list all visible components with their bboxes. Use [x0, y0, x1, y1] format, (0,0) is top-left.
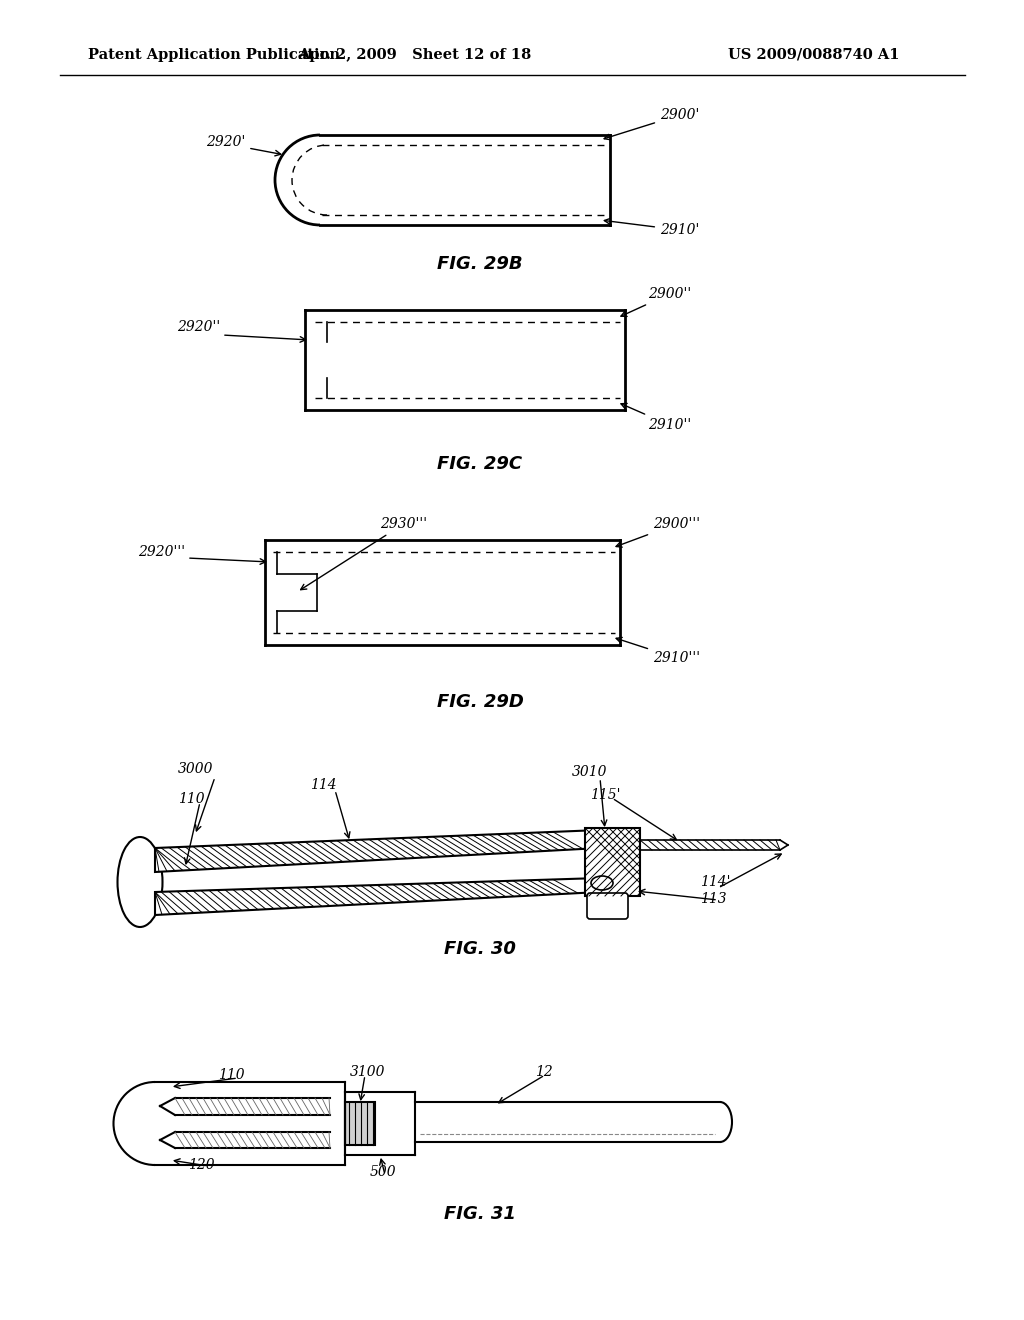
Text: 2910'': 2910'' — [621, 404, 691, 432]
Text: 2900': 2900' — [604, 108, 699, 140]
Text: FIG. 30: FIG. 30 — [444, 940, 516, 958]
Text: 2920': 2920' — [206, 135, 245, 149]
Text: 114: 114 — [310, 777, 337, 792]
Ellipse shape — [591, 876, 613, 890]
Bar — [345, 1102, 375, 1144]
Text: 3000: 3000 — [178, 762, 213, 776]
Text: 2930''': 2930''' — [301, 517, 427, 590]
Text: 120: 120 — [188, 1158, 215, 1172]
Text: 2900''': 2900''' — [616, 517, 700, 548]
Text: 2920''': 2920''' — [138, 545, 185, 558]
Text: Apr. 2, 2009   Sheet 12 of 18: Apr. 2, 2009 Sheet 12 of 18 — [298, 48, 531, 62]
Text: 110: 110 — [178, 792, 205, 807]
Text: Patent Application Publication: Patent Application Publication — [88, 48, 340, 62]
Polygon shape — [155, 830, 600, 873]
Text: 114': 114' — [700, 875, 730, 888]
Text: 500: 500 — [370, 1166, 396, 1179]
Text: 110: 110 — [218, 1068, 245, 1082]
Text: FIG. 29C: FIG. 29C — [437, 455, 522, 473]
Text: 2900'': 2900'' — [621, 286, 691, 317]
Text: 3010: 3010 — [572, 766, 607, 779]
Text: 2920'': 2920'' — [177, 319, 220, 334]
Text: FIG. 31: FIG. 31 — [444, 1205, 516, 1224]
Text: FIG. 29D: FIG. 29D — [436, 693, 523, 711]
Text: 3100: 3100 — [350, 1065, 385, 1078]
Text: 2910''': 2910''' — [616, 638, 700, 665]
Text: 113: 113 — [700, 892, 727, 906]
Text: 2910': 2910' — [604, 219, 699, 238]
Text: FIG. 29B: FIG. 29B — [437, 255, 523, 273]
Polygon shape — [155, 878, 600, 915]
Text: 12: 12 — [535, 1065, 553, 1078]
Text: US 2009/0088740 A1: US 2009/0088740 A1 — [728, 48, 900, 62]
Text: 115': 115' — [590, 788, 621, 803]
Bar — [585, 828, 640, 896]
Ellipse shape — [118, 837, 163, 927]
FancyBboxPatch shape — [587, 894, 628, 919]
